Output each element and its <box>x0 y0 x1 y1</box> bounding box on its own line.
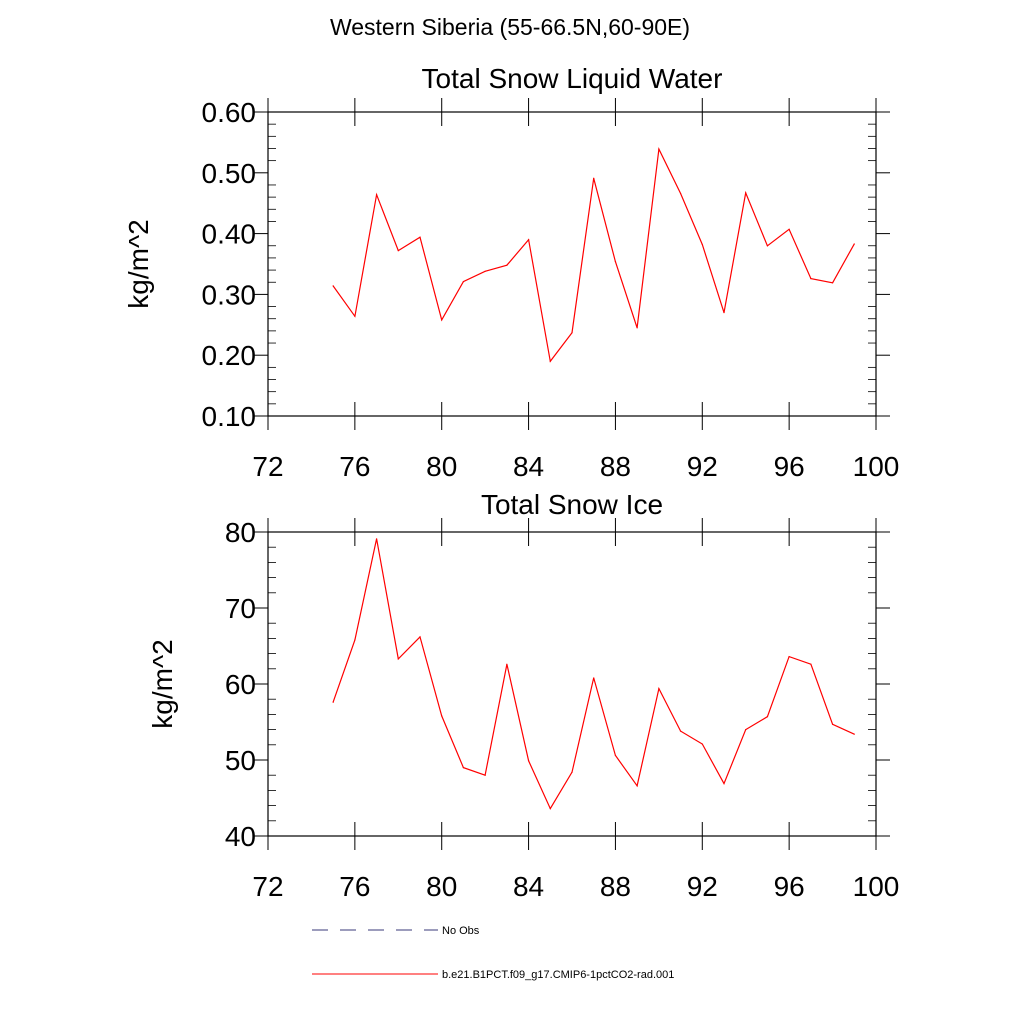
data-point <box>636 785 638 787</box>
x-tick-label: 88 <box>600 871 631 902</box>
data-point <box>658 687 660 690</box>
y-tick-label: 50 <box>225 745 256 776</box>
data-point <box>853 243 855 245</box>
data-point <box>788 656 790 658</box>
x-tick-label: 100 <box>853 451 900 482</box>
series-line <box>332 538 855 810</box>
plot-frame <box>267 531 877 837</box>
y-axis-label: kg/m^2 <box>147 639 178 728</box>
legend-label: No Obs <box>442 925 480 937</box>
data-point <box>419 236 421 238</box>
x-tick-label: 96 <box>774 871 805 902</box>
data-point <box>484 774 486 776</box>
y-axis-label: kg/m^2 <box>123 219 154 308</box>
x-tick-label: 80 <box>426 871 457 902</box>
data-point <box>614 754 617 757</box>
data-point <box>462 767 465 769</box>
data-point <box>831 723 834 725</box>
data-point <box>810 663 812 665</box>
x-tick-label: 72 <box>252 871 283 902</box>
data-point <box>527 239 530 241</box>
data-point <box>462 281 465 283</box>
data-point <box>375 194 378 196</box>
y-tick-label: 0.60 <box>202 97 257 128</box>
data-point <box>354 639 356 641</box>
x-tick-label: 76 <box>339 871 370 902</box>
data-point <box>723 782 725 785</box>
data-point <box>354 315 356 317</box>
data-point <box>441 715 443 717</box>
data-point <box>723 312 725 314</box>
x-tick-label: 100 <box>853 871 900 902</box>
y-tick-label: 0.50 <box>202 158 257 189</box>
legend-label: b.e21.B1PCT.f09_g17.CMIP6-1pctCO2-rad.00… <box>442 969 674 981</box>
x-tick-label: 92 <box>687 871 718 902</box>
x-tick-label: 76 <box>339 451 370 482</box>
data-point <box>549 360 551 362</box>
data-point <box>397 658 399 660</box>
data-point <box>636 327 638 329</box>
x-tick-label: 84 <box>513 451 544 482</box>
data-point <box>397 250 399 252</box>
data-point <box>745 192 747 194</box>
data-point <box>527 760 530 762</box>
y-tick-label: 70 <box>225 593 256 624</box>
y-tick-label: 40 <box>225 821 256 852</box>
plot-frame <box>267 111 877 417</box>
x-tick-label: 72 <box>252 451 283 482</box>
x-tick-label: 84 <box>513 871 544 902</box>
data-point <box>484 270 486 272</box>
y-tick-label: 0.10 <box>202 401 257 432</box>
data-point <box>593 177 595 179</box>
x-tick-label: 88 <box>600 451 631 482</box>
x-tick-label: 92 <box>687 451 718 482</box>
y-tick-label: 0.40 <box>202 219 257 250</box>
data-point <box>701 743 703 745</box>
y-tick-label: 0.30 <box>202 279 257 310</box>
data-point <box>701 243 703 246</box>
data-point <box>788 228 790 230</box>
chart-panel-snow-liquid-water: Total Snow Liquid Water kg/m^2 72 76 80 84 88 9… <box>123 63 899 482</box>
data-point <box>375 538 378 540</box>
data-point <box>571 332 573 334</box>
x-tick-label: 96 <box>774 451 805 482</box>
data-point <box>549 808 551 810</box>
data-point <box>766 245 769 247</box>
data-point <box>506 663 508 665</box>
data-point <box>831 282 834 284</box>
data-point <box>332 701 334 703</box>
data-point <box>332 285 334 287</box>
data-point <box>614 260 617 263</box>
chart-panel-snow-ice: Total Snow Ice kg/m^2 72 76 80 84 88 92 96 100 40 5… <box>147 489 899 902</box>
chart-title: Total Snow Ice <box>481 489 663 520</box>
y-tick-label: 0.20 <box>202 340 257 371</box>
y-tick-label: 80 <box>225 517 256 548</box>
data-point <box>853 733 855 735</box>
data-point <box>679 730 682 732</box>
data-point <box>658 148 660 150</box>
data-point <box>441 319 443 321</box>
data-point <box>506 264 508 266</box>
data-point <box>810 277 812 280</box>
data-point <box>745 729 747 731</box>
data-point <box>593 677 595 679</box>
data-point <box>679 192 682 195</box>
data-point <box>571 771 573 773</box>
data-point <box>766 716 769 718</box>
x-tick-label: 80 <box>426 451 457 482</box>
series-line <box>332 147 855 363</box>
legend: No Obs b.e21.B1PCT.f09_g17.CMIP6-1pctCO2-… <box>312 925 674 981</box>
figure-title: Western Siberia (55-66.5N,60-90E) <box>329 14 691 40</box>
chart-title: Total Snow Liquid Water <box>422 63 723 94</box>
y-tick-label: 60 <box>225 669 256 700</box>
data-point <box>419 636 421 638</box>
